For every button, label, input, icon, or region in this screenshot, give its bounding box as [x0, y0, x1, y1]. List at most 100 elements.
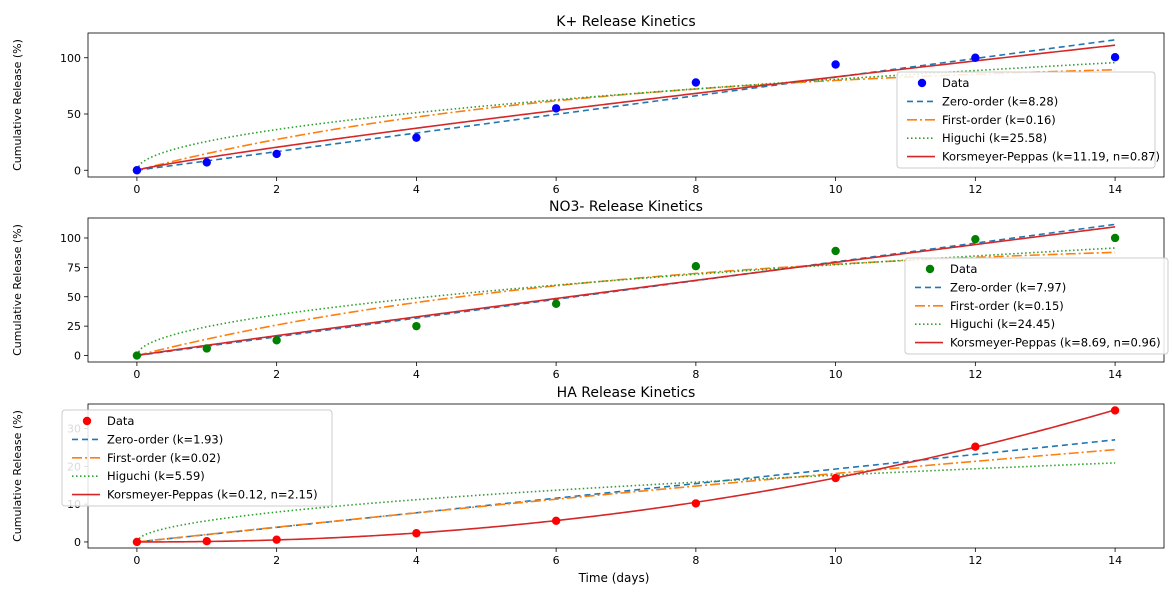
data-point	[272, 535, 281, 544]
x-tick-label: 8	[692, 554, 699, 567]
x-tick-label: 12	[968, 368, 982, 381]
y-tick-label: 25	[67, 320, 81, 333]
x-tick-label: 2	[273, 368, 280, 381]
legend-label: First-order (k=0.02)	[107, 451, 221, 465]
chart-panel-1: K+ Release Kinetics Cumulative Release (%…	[11, 14, 1165, 196]
legend-label: Korsmeyer-Peppas (k=0.12, n=2.15)	[107, 488, 318, 502]
series-line-kp	[136, 44, 1116, 172]
plot-frame	[87, 32, 1165, 178]
chart-title: HA Release Kinetics	[557, 385, 696, 401]
legend-label: Higuchi (k=25.58)	[942, 131, 1047, 145]
data-point	[691, 499, 701, 508]
legend-label: First-order (k=0.15)	[950, 299, 1064, 313]
legend-box	[904, 257, 1169, 355]
legend: Data Zero-order (k=7.97) First-order (k=0.…	[904, 257, 1169, 355]
data-point	[412, 321, 421, 331]
data-point	[551, 299, 561, 309]
y-tick-label: 50	[67, 291, 81, 304]
data-point	[202, 344, 211, 353]
y-tick-label: 0	[74, 350, 81, 363]
data-point	[132, 166, 142, 175]
data-point	[551, 104, 561, 113]
data-point	[831, 473, 840, 483]
legend-label: Higuchi (k=24.45)	[950, 317, 1055, 331]
legend-marker	[82, 416, 92, 426]
data-point	[1110, 406, 1120, 415]
x-tick-label: 2	[273, 183, 280, 196]
legend-label: First-order (k=0.16)	[942, 113, 1056, 127]
chart-panel-3: HA Release Kinetics Cumulative Release (%…	[11, 385, 1165, 567]
x-tick-label: 4	[413, 554, 420, 567]
legend-label: Data	[950, 262, 977, 276]
legend-box	[896, 71, 1156, 169]
legend-label: Zero-order (k=1.93)	[107, 432, 223, 446]
y-axis-label: Cumulative Release (%)	[11, 410, 24, 542]
data-point	[132, 351, 142, 360]
series-line-zero	[136, 39, 1116, 172]
legend: Data Zero-order (k=1.93) First-order (k=0.…	[61, 409, 333, 507]
legend-label: Korsmeyer-Peppas (k=11.19, n=0.87)	[942, 150, 1160, 164]
x-tick-label: 12	[968, 554, 982, 567]
chart-title: NO3- Release Kinetics	[549, 199, 703, 215]
x-tick-label: 14	[1108, 368, 1122, 381]
x-tick-label: 0	[133, 183, 140, 196]
figure-xlabel: Time (days)	[578, 571, 650, 585]
data-point	[831, 246, 840, 256]
series-line-kp	[136, 226, 1116, 357]
series-line-first	[136, 68, 1116, 172]
data-point	[272, 336, 281, 345]
legend-label: Higuchi (k=5.59)	[107, 469, 205, 483]
data-point	[202, 536, 211, 546]
x-tick-label: 8	[692, 183, 699, 196]
x-tick-label: 2	[273, 554, 280, 567]
data-point	[691, 78, 701, 87]
legend-label: Korsmeyer-Peppas (k=8.69, n=0.96)	[950, 336, 1161, 350]
series-line-higuchi	[136, 462, 1116, 543]
x-tick-label: 12	[968, 183, 982, 196]
x-tick-label: 0	[133, 368, 140, 381]
series-line-higuchi	[136, 247, 1116, 356]
data-point	[1110, 52, 1120, 62]
y-tick-label: 0	[74, 164, 81, 177]
data-point	[971, 442, 980, 451]
legend-label: Zero-order (k=7.97)	[950, 280, 1066, 294]
x-tick-label: 10	[829, 554, 843, 567]
legend-marker	[925, 264, 935, 274]
series-line-first	[136, 448, 1116, 543]
x-tick-label: 4	[413, 183, 420, 196]
series-line-first	[136, 251, 1116, 357]
x-tick-label: 10	[829, 183, 843, 196]
legend-label: Data	[107, 414, 134, 428]
data-point	[831, 60, 840, 69]
y-axis-label: Cumulative Release (%)	[11, 224, 24, 356]
legend: Data Zero-order (k=8.28) First-order (k=0.…	[896, 71, 1160, 169]
y-tick-label: 100	[60, 52, 81, 65]
data-point	[971, 53, 980, 62]
x-tick-label: 8	[692, 368, 699, 381]
legend-label: Zero-order (k=8.28)	[942, 94, 1058, 108]
x-tick-label: 4	[413, 368, 420, 381]
data-point	[272, 149, 281, 159]
curves	[136, 409, 1116, 543]
series-line-kp	[136, 409, 1116, 543]
legend-label: Data	[942, 76, 969, 90]
data-point	[551, 516, 561, 525]
curves	[136, 223, 1116, 357]
data-point	[691, 261, 701, 271]
x-tick-label: 6	[553, 554, 560, 567]
chart-panel-2: NO3- Release Kinetics Cumulative Release …	[11, 199, 1169, 381]
x-tick-label: 10	[829, 368, 843, 381]
curves	[136, 39, 1116, 172]
x-tick-label: 6	[553, 368, 560, 381]
y-tick-label: 0	[74, 536, 81, 549]
x-tick-label: 14	[1108, 183, 1122, 196]
x-tick-label: 0	[133, 554, 140, 567]
legend-marker	[917, 78, 927, 88]
y-tick-label: 75	[67, 261, 81, 274]
y-tick-label: 100	[60, 232, 81, 245]
y-axis-label: Cumulative Release (%)	[11, 39, 24, 171]
data-point	[971, 234, 980, 244]
data-point	[412, 529, 421, 538]
